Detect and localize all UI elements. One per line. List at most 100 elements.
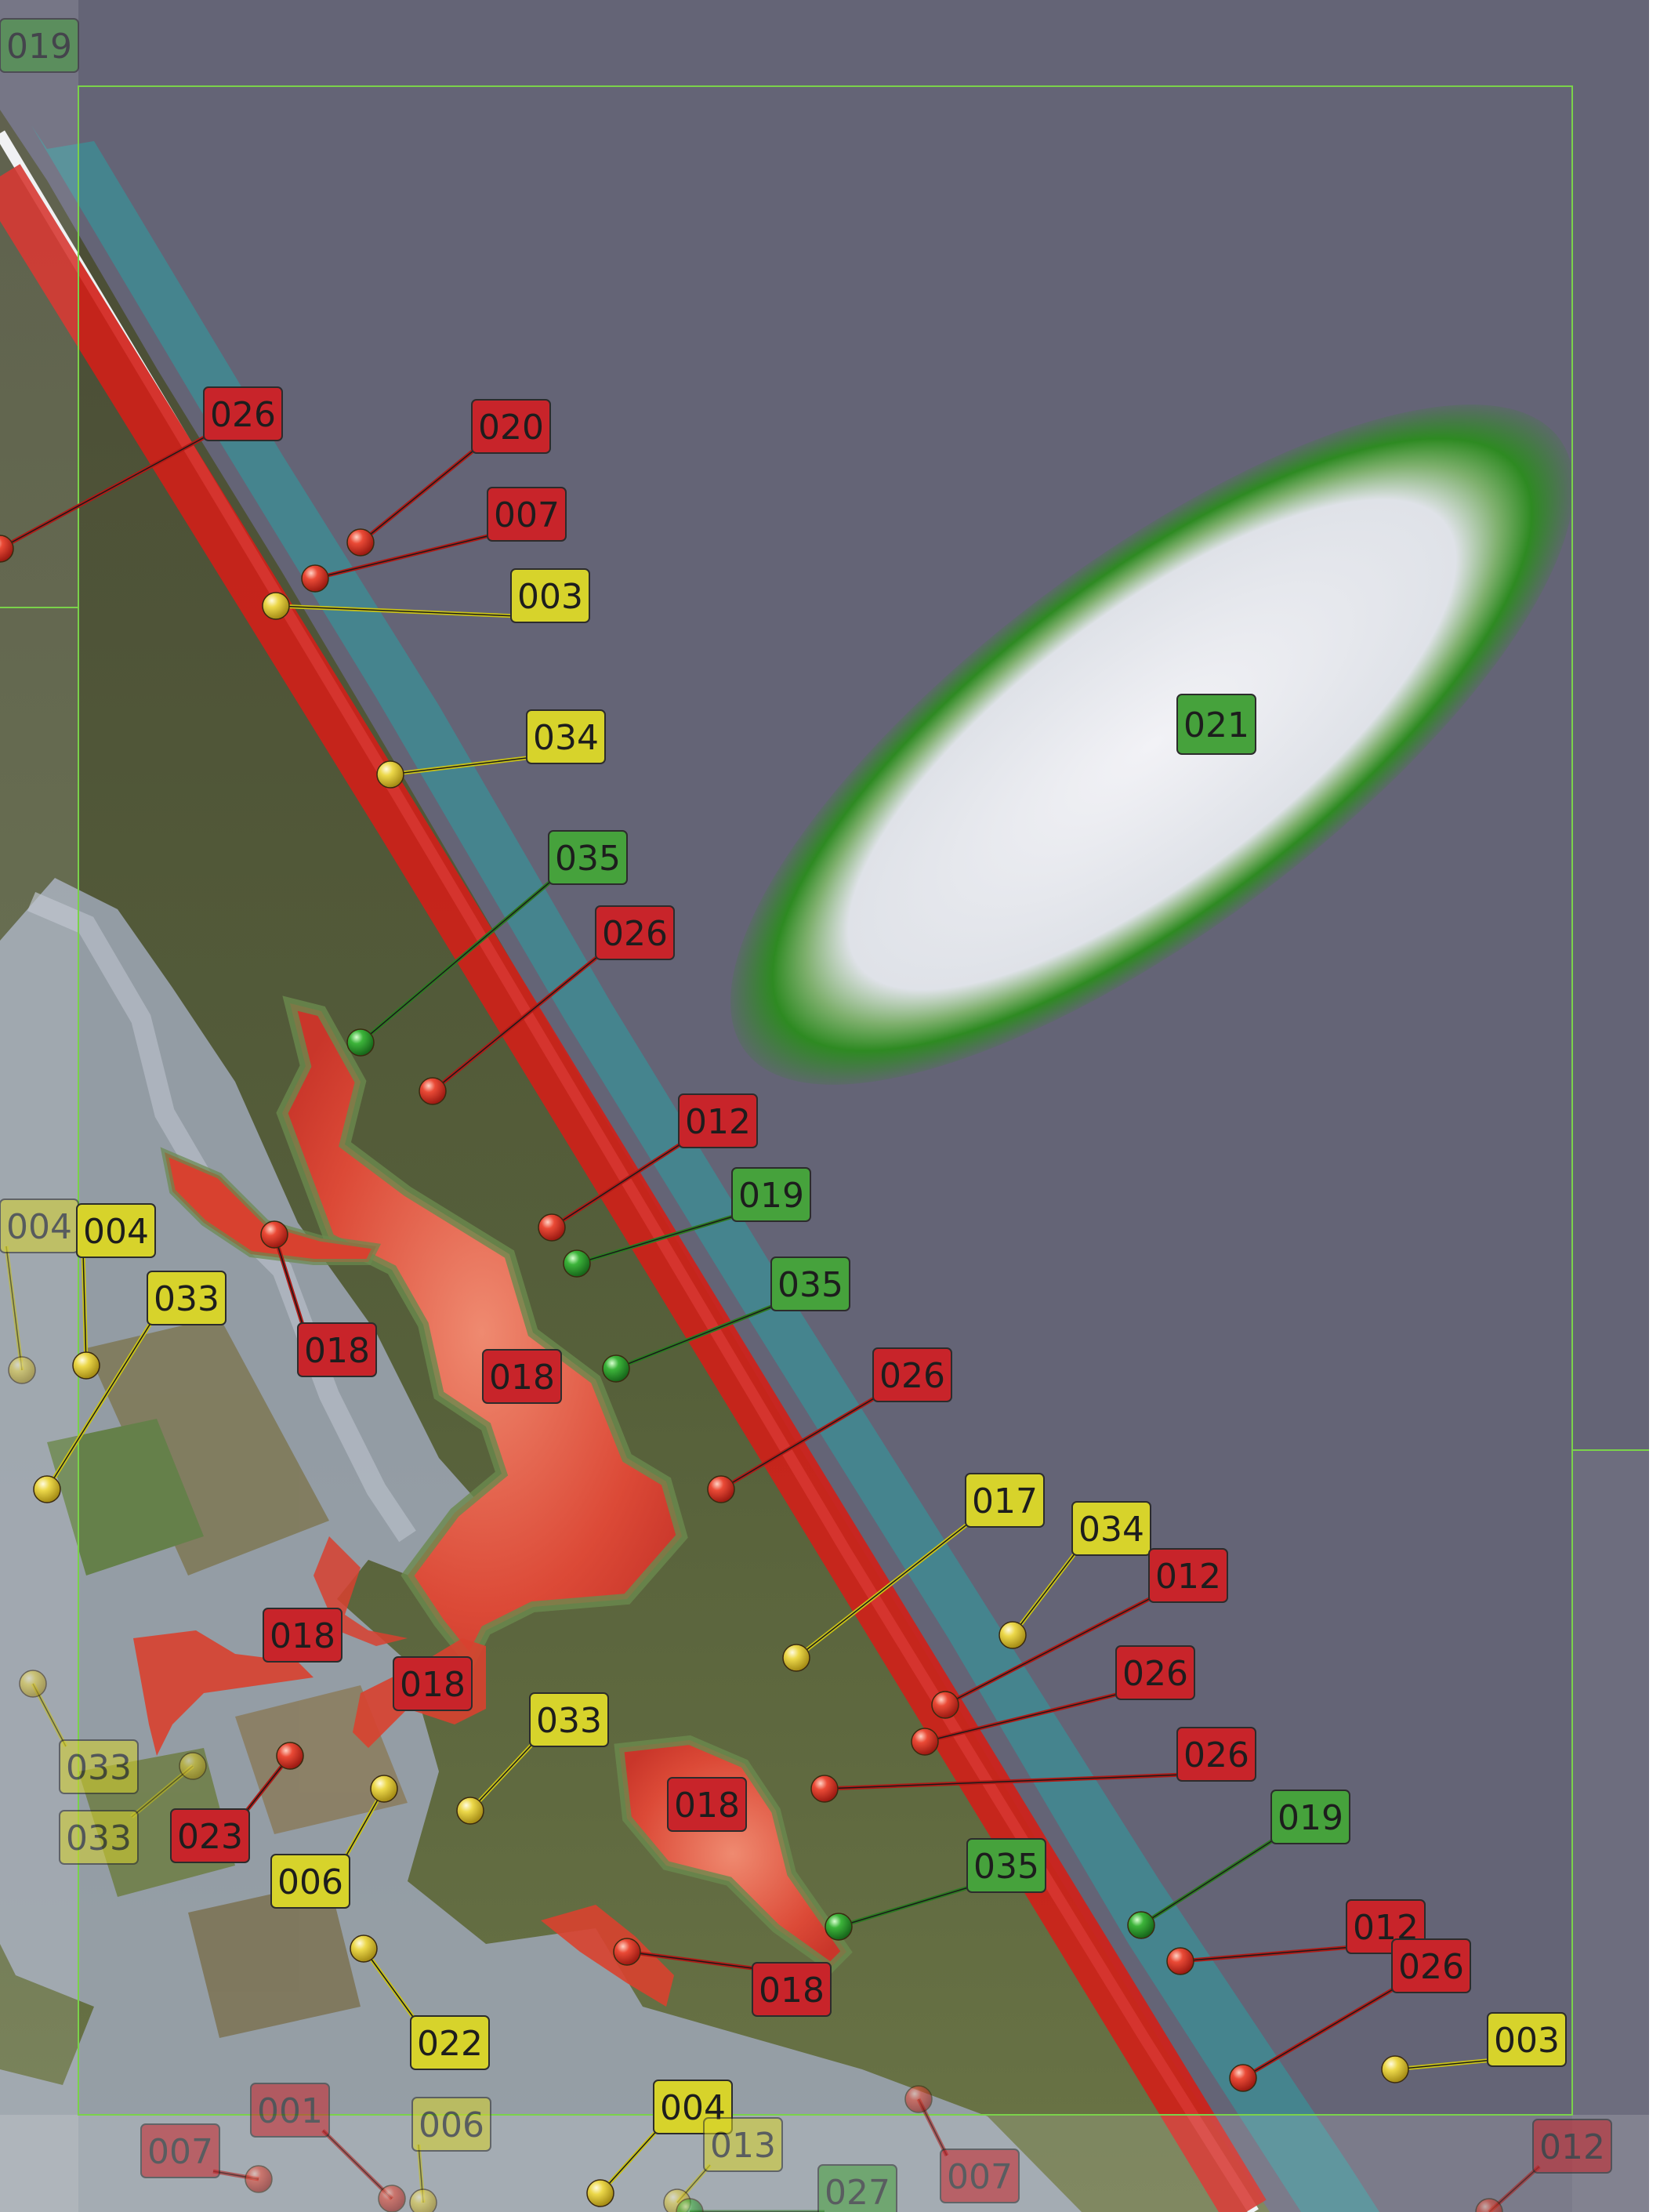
marker-pin[interactable] bbox=[904, 2085, 933, 2113]
marker-label[interactable]: 004 bbox=[76, 1203, 156, 1258]
marker-label[interactable]: 026 bbox=[595, 905, 675, 960]
marker-label[interactable]: 035 bbox=[966, 1838, 1046, 1893]
marker-label[interactable]: 018 bbox=[752, 1962, 832, 2017]
marker-pin[interactable] bbox=[409, 2188, 437, 2212]
marker-pin[interactable] bbox=[245, 2165, 273, 2193]
marker-label[interactable]: 019 bbox=[731, 1167, 811, 1222]
marker-label[interactable]: 033 bbox=[59, 1739, 139, 1794]
marker-label[interactable]: 026 bbox=[1391, 1938, 1471, 1993]
marker-label[interactable]: 006 bbox=[270, 1854, 350, 1909]
marker-label[interactable]: 007 bbox=[487, 487, 567, 542]
marker-label[interactable]: 012 bbox=[1148, 1548, 1228, 1603]
marker-pin[interactable] bbox=[419, 1077, 447, 1105]
marker-label-box bbox=[965, 1473, 1045, 1528]
marker-pin[interactable] bbox=[260, 1220, 288, 1249]
marker-label[interactable]: 033 bbox=[59, 1810, 139, 1865]
marker-label[interactable]: 026 bbox=[1115, 1645, 1195, 1700]
marker-label-box bbox=[595, 905, 675, 960]
marker-pin[interactable] bbox=[301, 564, 329, 593]
marker-label[interactable]: 034 bbox=[1071, 1501, 1151, 1556]
marker-pin[interactable] bbox=[1381, 2055, 1409, 2083]
marker-label-text: 007 bbox=[147, 2132, 213, 2172]
marker-pin[interactable] bbox=[8, 1356, 36, 1384]
marker-pin[interactable] bbox=[350, 1935, 378, 1963]
marker-pins bbox=[0, 528, 1503, 2212]
marker-leader-line-edge bbox=[390, 756, 534, 775]
marker-pin[interactable] bbox=[378, 2185, 406, 2212]
marker-label-box bbox=[966, 1838, 1046, 1893]
marker-pin[interactable] bbox=[19, 1670, 47, 1698]
marker-label[interactable]: 012 bbox=[1532, 2119, 1612, 2174]
marker-label[interactable]: 003 bbox=[510, 568, 590, 623]
zone-label-021[interactable]: 021 bbox=[1176, 694, 1256, 755]
marker-label[interactable]: 007 bbox=[140, 2123, 220, 2178]
marker-pin[interactable] bbox=[262, 592, 290, 620]
marker-pin[interactable] bbox=[613, 1938, 641, 1966]
marker-pin[interactable] bbox=[810, 1775, 839, 1803]
marker-pin[interactable] bbox=[370, 1775, 398, 1803]
marker-label-text: 018 bbox=[489, 1358, 555, 1398]
marker-pin[interactable] bbox=[999, 1621, 1027, 1649]
marker-pin[interactable] bbox=[72, 1351, 100, 1380]
marker-leader-line-edge bbox=[1140, 1837, 1278, 1926]
marker-label[interactable]: 027 bbox=[817, 2164, 897, 2212]
marker-pin[interactable] bbox=[931, 1691, 959, 1719]
marker-pin[interactable] bbox=[707, 1475, 735, 1503]
marker-label[interactable]: 034 bbox=[526, 709, 606, 764]
marker-pin[interactable] bbox=[1166, 1947, 1194, 1975]
marker-label-box bbox=[548, 830, 628, 885]
marker-label[interactable]: 006 bbox=[411, 2097, 491, 2152]
marker-pin[interactable] bbox=[602, 1354, 630, 1383]
offshore-zone-021[interactable] bbox=[634, 291, 1660, 1198]
marker-label[interactable]: 023 bbox=[170, 1808, 250, 1863]
marker-leader-line-edge bbox=[576, 1214, 739, 1264]
marker-label[interactable]: 020 bbox=[471, 399, 551, 454]
marker-label[interactable]: 001 bbox=[250, 2083, 330, 2138]
marker-pin[interactable] bbox=[456, 1797, 484, 1825]
marker-label[interactable]: 018 bbox=[482, 1349, 562, 1404]
marker-leader-line-edge bbox=[314, 534, 495, 579]
marker-label[interactable]: 026 bbox=[203, 386, 283, 441]
marker-label[interactable]: 019 bbox=[1270, 1790, 1350, 1844]
marker-label[interactable]: 007 bbox=[940, 2149, 1020, 2203]
marker-label[interactable]: 003 bbox=[1487, 2012, 1567, 2067]
marker-pin[interactable] bbox=[563, 1249, 591, 1278]
marker-label[interactable]: 018 bbox=[667, 1777, 747, 1832]
marker-pin[interactable] bbox=[33, 1475, 61, 1503]
marker-label[interactable]: 013 bbox=[703, 2117, 783, 2172]
marker-pin[interactable] bbox=[1475, 2198, 1503, 2212]
marker-label[interactable]: 026 bbox=[872, 1347, 952, 1402]
marker-label[interactable]: 012 bbox=[678, 1093, 758, 1148]
marker-label[interactable]: 035 bbox=[770, 1256, 850, 1311]
marker-label[interactable]: 017 bbox=[965, 1473, 1045, 1528]
marker-pin[interactable] bbox=[1127, 1911, 1155, 1939]
marker-pin[interactable] bbox=[586, 2179, 614, 2207]
marker-pin[interactable] bbox=[782, 1644, 810, 1672]
marker-label[interactable]: 018 bbox=[297, 1322, 377, 1377]
marker-pin[interactable] bbox=[538, 1213, 566, 1242]
marker-label[interactable]: 018 bbox=[263, 1608, 343, 1663]
marker-pin[interactable] bbox=[0, 535, 14, 563]
marker-pin[interactable] bbox=[276, 1742, 304, 1770]
marker-label[interactable]: 026 bbox=[1176, 1727, 1256, 1782]
surf-zone bbox=[31, 125, 1379, 2212]
marker-label[interactable]: 033 bbox=[529, 1692, 609, 1747]
marker-pin[interactable] bbox=[1229, 2064, 1257, 2092]
marker-pin[interactable] bbox=[346, 1028, 375, 1057]
marker-pin[interactable] bbox=[911, 1728, 939, 1756]
marker-pin[interactable] bbox=[179, 1752, 207, 1780]
marker-label[interactable]: 022 bbox=[410, 2015, 490, 2070]
marker-label[interactable]: 019 bbox=[0, 18, 79, 73]
marker-pin[interactable] bbox=[676, 2198, 704, 2212]
marker-label[interactable]: 035 bbox=[548, 830, 628, 885]
marker-label-text: 027 bbox=[825, 2173, 890, 2212]
marker-pin[interactable] bbox=[376, 760, 404, 789]
marker-label[interactable]: 033 bbox=[147, 1271, 227, 1325]
marker-pin[interactable] bbox=[825, 1913, 853, 1941]
marker-label-text: 017 bbox=[972, 1481, 1038, 1521]
marker-pin[interactable] bbox=[346, 528, 375, 557]
marker-label[interactable]: 018 bbox=[393, 1656, 473, 1711]
marker-label[interactable]: 004 bbox=[0, 1198, 79, 1253]
